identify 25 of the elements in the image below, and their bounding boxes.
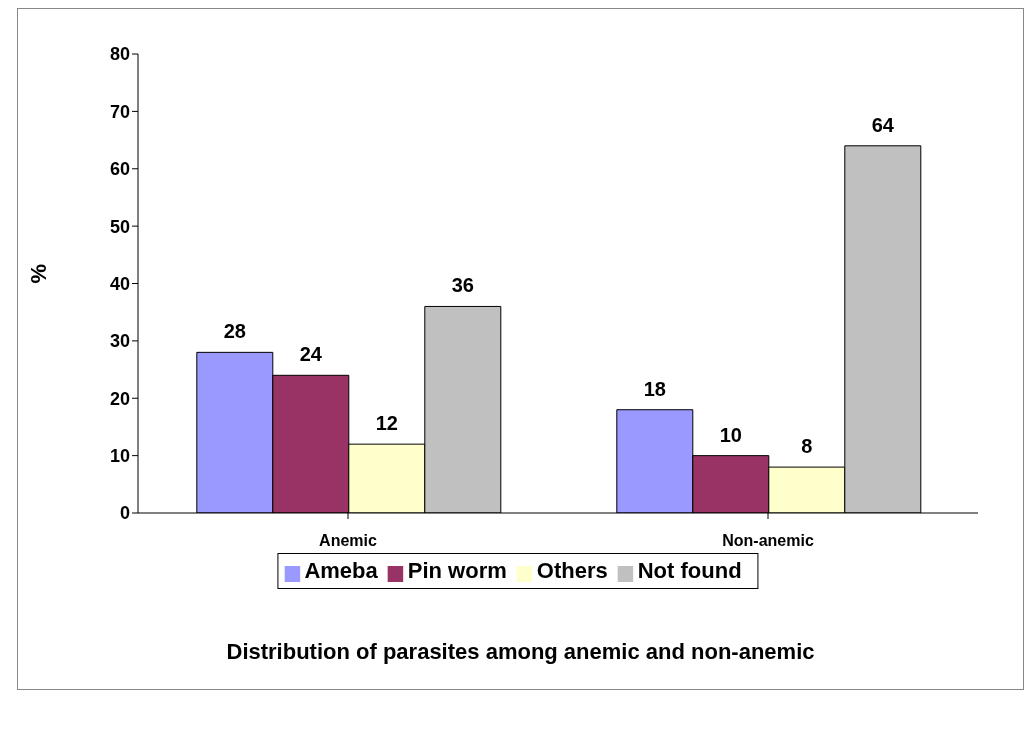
data-label: 12 xyxy=(375,412,398,435)
legend-label: Others xyxy=(536,558,608,583)
data-label: 10 xyxy=(719,423,742,446)
y-tick-label: 50 xyxy=(109,216,130,237)
y-tick-label: 20 xyxy=(109,388,130,409)
data-label: 24 xyxy=(299,343,323,366)
y-tick-label: 70 xyxy=(109,101,130,122)
data-label: 64 xyxy=(871,113,895,136)
legend-label: Not found xyxy=(637,558,742,583)
data-label: 28 xyxy=(223,320,246,343)
y-tick-label: 10 xyxy=(109,446,130,467)
legend-label: Pin worm xyxy=(407,558,507,583)
y-tick-label: 40 xyxy=(109,273,130,294)
y-tick-label: 30 xyxy=(109,331,130,352)
data-label: 36 xyxy=(451,274,474,297)
text: Distribution of parasites among anemic and non-anemic xyxy=(225,639,816,665)
x-tick-label: Non-anemic xyxy=(722,532,814,550)
y-tick-label: 80 xyxy=(109,44,130,65)
legend-label: Ameba xyxy=(304,558,378,583)
y-tick-label: 60 xyxy=(109,159,130,180)
y-axis-title: % xyxy=(25,263,51,284)
x-tick-label: Anemic xyxy=(319,532,377,550)
data-label: 18 xyxy=(643,377,666,400)
y-tick-label: 0 xyxy=(119,503,130,524)
data-label: 8 xyxy=(801,435,813,458)
